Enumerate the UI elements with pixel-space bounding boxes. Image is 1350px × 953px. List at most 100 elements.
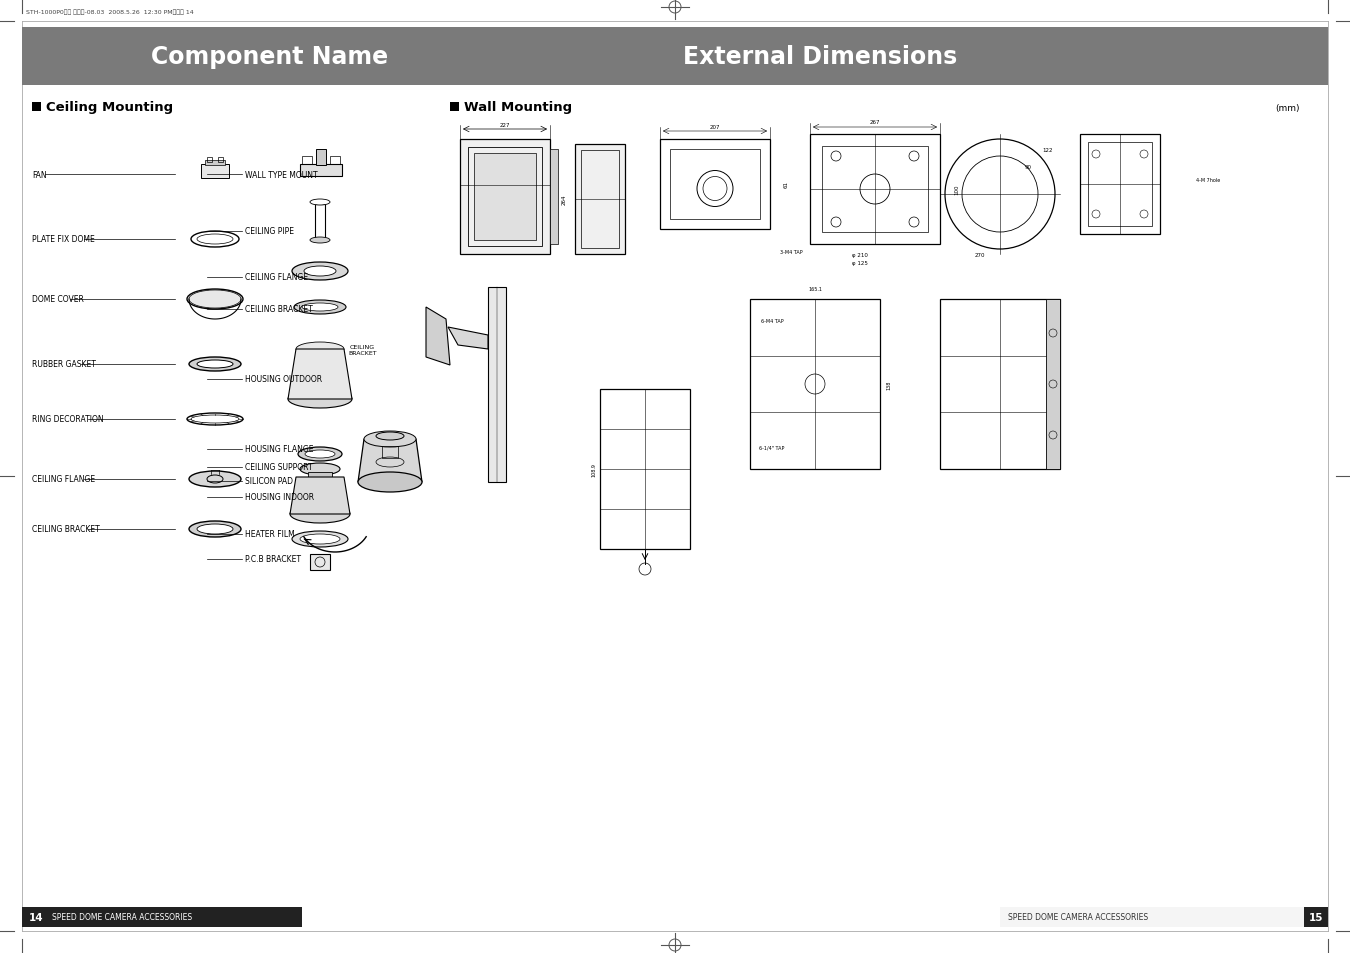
Ellipse shape: [300, 463, 340, 476]
Bar: [1088, 143, 1152, 227]
Ellipse shape: [288, 391, 352, 409]
Bar: [1080, 135, 1160, 234]
Ellipse shape: [358, 473, 423, 493]
Ellipse shape: [189, 472, 242, 488]
Ellipse shape: [300, 535, 340, 544]
Text: SPEED DOME CAMERA ACCESSORIES: SPEED DOME CAMERA ACCESSORIES: [53, 913, 192, 922]
Text: P.C.B BRACKET: P.C.B BRACKET: [244, 555, 301, 564]
Bar: [22, 28, 1328, 86]
Text: (mm): (mm): [1276, 103, 1300, 112]
Text: 15: 15: [1308, 912, 1323, 923]
Bar: [302, 157, 312, 165]
Polygon shape: [290, 477, 350, 515]
Bar: [450, 103, 459, 112]
Text: RUBBER GASKET: RUBBER GASKET: [32, 360, 96, 369]
Text: External Dimensions: External Dimensions: [683, 45, 957, 69]
Text: SPEED DOME CAMERA ACCESSORIES: SPEED DOME CAMERA ACCESSORIES: [1008, 913, 1148, 922]
Ellipse shape: [302, 304, 338, 312]
Ellipse shape: [197, 360, 234, 369]
Bar: [201, 165, 230, 179]
Polygon shape: [358, 439, 423, 482]
Text: DOME COVER: DOME COVER: [32, 295, 84, 304]
Ellipse shape: [207, 476, 223, 483]
Bar: [549, 150, 558, 245]
Bar: [382, 447, 398, 458]
Text: Ceiling Mounting: Ceiling Mounting: [46, 100, 173, 113]
Ellipse shape: [298, 448, 342, 461]
Text: CEILING FLANGE: CEILING FLANGE: [32, 475, 94, 484]
Text: 6-1/4" TAP: 6-1/4" TAP: [759, 445, 784, 450]
Bar: [810, 135, 940, 245]
Text: WALL TYPE MOUNT: WALL TYPE MOUNT: [244, 171, 317, 179]
Bar: [670, 150, 760, 220]
Text: Wall Mounting: Wall Mounting: [464, 100, 572, 113]
Polygon shape: [427, 308, 450, 366]
Text: 61: 61: [784, 181, 788, 189]
Ellipse shape: [305, 451, 335, 458]
Bar: [300, 165, 342, 177]
Text: 6-M4 TAP: 6-M4 TAP: [760, 319, 783, 324]
Bar: [22, 907, 302, 927]
Text: 207: 207: [710, 125, 721, 130]
Text: Component Name: Component Name: [151, 45, 389, 69]
Ellipse shape: [377, 433, 404, 440]
Bar: [1000, 907, 1328, 927]
Ellipse shape: [292, 263, 348, 281]
Ellipse shape: [304, 267, 336, 276]
Bar: [474, 153, 536, 241]
Ellipse shape: [310, 200, 329, 206]
Text: 122: 122: [1042, 148, 1053, 152]
Bar: [207, 158, 212, 163]
Ellipse shape: [197, 524, 234, 535]
Text: 138: 138: [886, 380, 891, 389]
Text: HEATER FILM: HEATER FILM: [244, 530, 294, 539]
Ellipse shape: [188, 290, 243, 310]
Text: 227: 227: [500, 123, 510, 128]
Text: SILICON PAD: SILICON PAD: [244, 477, 293, 486]
Ellipse shape: [364, 432, 416, 448]
Text: RING DECORATION: RING DECORATION: [32, 416, 104, 424]
Ellipse shape: [189, 357, 242, 372]
Polygon shape: [448, 328, 487, 350]
Bar: [822, 147, 927, 233]
Ellipse shape: [189, 521, 242, 537]
Bar: [205, 161, 225, 166]
Text: 108.9: 108.9: [591, 462, 595, 476]
Text: φ 210: φ 210: [852, 253, 868, 257]
Text: 90: 90: [1025, 165, 1031, 170]
Bar: [32, 103, 40, 112]
Bar: [487, 288, 506, 482]
Text: 4-M 7hole: 4-M 7hole: [1196, 177, 1220, 182]
Text: 3-M4 TAP: 3-M4 TAP: [780, 251, 803, 255]
Text: CEILING
BRACKET: CEILING BRACKET: [348, 345, 377, 355]
Bar: [315, 205, 325, 240]
Text: 100: 100: [954, 185, 958, 195]
Text: HOUSING INDOOR: HOUSING INDOOR: [244, 493, 315, 502]
Text: 264: 264: [562, 194, 567, 205]
Bar: [308, 473, 332, 477]
Text: 270: 270: [975, 253, 985, 257]
Text: 267: 267: [869, 120, 880, 125]
Text: 165.1: 165.1: [809, 287, 822, 292]
Text: φ 125: φ 125: [852, 261, 868, 266]
Bar: [329, 157, 340, 165]
Text: HOUSING OUTDOOR: HOUSING OUTDOOR: [244, 375, 323, 384]
Bar: [575, 145, 625, 254]
Bar: [751, 299, 880, 470]
Text: STH-1000P0에서 서시하-08.03  2008.5.26  12:30 PM페이지 14: STH-1000P0에서 서시하-08.03 2008.5.26 12:30 P…: [26, 10, 194, 15]
Text: HOUSING FLANGE: HOUSING FLANGE: [244, 445, 313, 454]
Bar: [460, 140, 549, 254]
Bar: [316, 150, 325, 166]
Bar: [580, 151, 620, 249]
Bar: [468, 148, 541, 247]
Ellipse shape: [294, 301, 346, 314]
Text: 14: 14: [28, 912, 43, 923]
Ellipse shape: [290, 505, 350, 523]
Bar: [660, 140, 769, 230]
Text: CEILING BRACKET: CEILING BRACKET: [244, 305, 313, 314]
Text: CEILING PIPE: CEILING PIPE: [244, 227, 294, 236]
Bar: [1046, 299, 1060, 470]
Bar: [599, 390, 690, 550]
Ellipse shape: [310, 237, 329, 244]
Text: CEILING SUPPORT: CEILING SUPPORT: [244, 463, 313, 472]
